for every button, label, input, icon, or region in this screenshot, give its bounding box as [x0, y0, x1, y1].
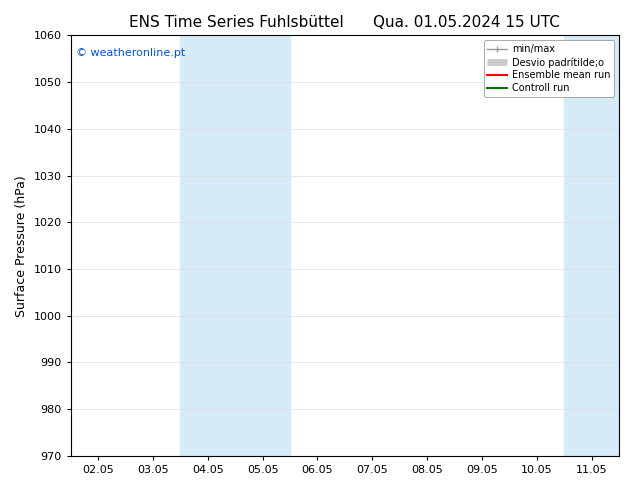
Y-axis label: Surface Pressure (hPa): Surface Pressure (hPa) [15, 175, 28, 317]
Bar [180, 35, 290, 456]
Bar [564, 35, 619, 456]
Title: ENS Time Series Fuhlsbüttel      Qua. 01.05.2024 15 UTC: ENS Time Series Fuhlsbüttel Qua. 01.05.2… [129, 15, 560, 30]
Text: © weatheronline.pt: © weatheronline.pt [76, 48, 185, 58]
Legend: min/max, Desvio padrítilde;o, Ensemble mean run, Controll run: min/max, Desvio padrítilde;o, Ensemble m… [484, 40, 614, 97]
